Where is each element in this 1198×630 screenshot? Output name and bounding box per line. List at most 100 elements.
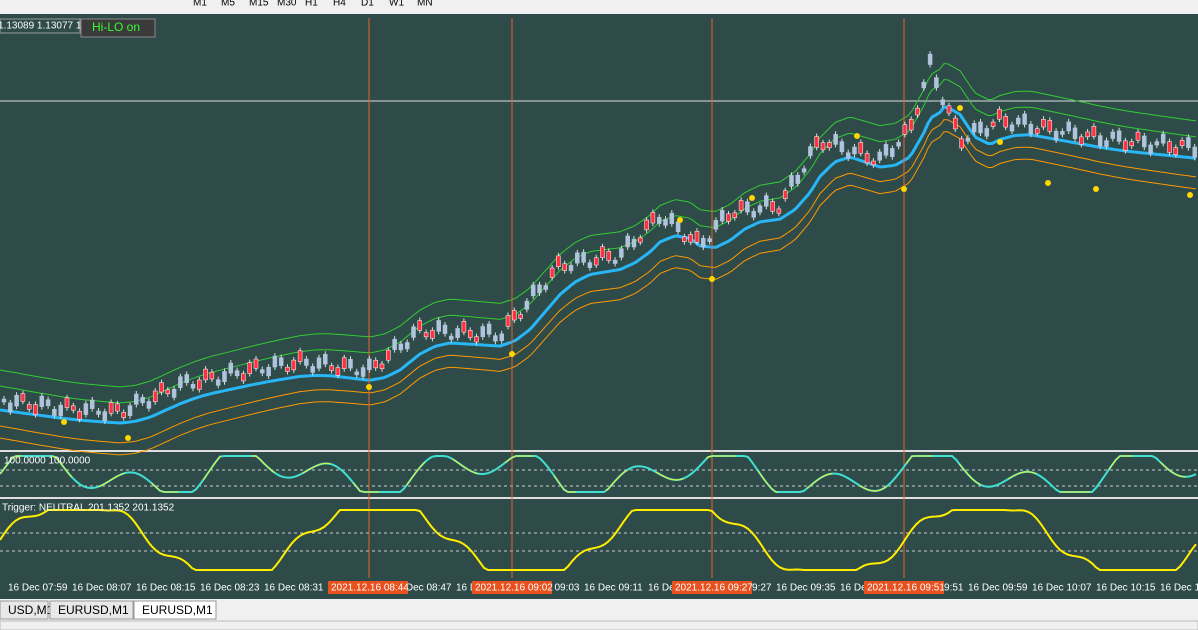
candle-body — [184, 374, 189, 384]
candle-body — [587, 262, 593, 268]
signal-dot — [1187, 192, 1193, 198]
timeframe-button[interactable]: H4 — [333, 0, 346, 9]
candle-body — [789, 175, 794, 187]
timeframe-button[interactable]: M5 — [221, 0, 235, 9]
candle-body — [108, 402, 114, 414]
plot-layer — [0, 18, 1197, 578]
candle-body — [694, 231, 700, 243]
candle-body — [58, 404, 63, 417]
candle-body — [171, 388, 177, 398]
candle-body — [152, 390, 158, 403]
candle-body — [234, 370, 240, 377]
tab[interactable] — [133, 600, 217, 620]
candle-body — [871, 160, 876, 166]
candle-body — [896, 142, 901, 147]
candle-body — [638, 237, 643, 243]
candle-body — [121, 412, 126, 418]
candle-body — [808, 146, 813, 157]
candle-body — [1041, 119, 1046, 128]
time-label: 16 Dec 09:59 — [968, 583, 1028, 594]
candle-body — [518, 314, 523, 319]
candle-body — [417, 320, 423, 331]
candle-body — [379, 363, 385, 370]
candle-body — [732, 212, 738, 218]
candle-body — [997, 109, 1002, 120]
candle-body — [612, 259, 618, 264]
candle-body — [159, 382, 164, 393]
signal-dot — [125, 435, 131, 441]
candle-body — [316, 357, 322, 369]
candle-body — [1148, 144, 1153, 154]
candle-body — [644, 219, 649, 231]
candle-body — [26, 404, 32, 410]
signal-dot — [709, 276, 715, 282]
candle-body — [688, 234, 693, 243]
candle-body — [751, 211, 756, 218]
time-label: 16 Dec 08:07 — [72, 583, 132, 594]
hilo-button[interactable] — [80, 18, 156, 38]
candle-body — [373, 360, 378, 369]
candle-body — [827, 142, 832, 149]
candle-body — [575, 252, 580, 264]
tab[interactable] — [0, 600, 49, 620]
price-header-box — [0, 18, 81, 34]
tab-label[interactable]: USD,M1 — [8, 603, 54, 617]
price-header: 1.13089 1.13077 1.13079 — [0, 21, 112, 32]
candle-body — [770, 201, 775, 212]
band-line — [0, 79, 1197, 404]
status-bar — [0, 620, 1198, 630]
timeframe-button[interactable]: M1 — [193, 0, 207, 9]
candle-body — [499, 333, 504, 341]
candle-body — [1079, 136, 1084, 145]
candle-body — [52, 408, 57, 416]
timeframe-button[interactable]: W1 — [389, 0, 404, 9]
candle-body — [934, 77, 939, 88]
candle-body — [360, 367, 366, 377]
toolbar — [0, 0, 1198, 12]
candle-body — [115, 403, 120, 412]
time-highlight-label: 2021.12.16 09:02 — [475, 583, 553, 594]
candle-body — [1135, 131, 1141, 141]
candle-body — [134, 393, 139, 405]
candle-body — [1066, 121, 1071, 132]
candle-body — [64, 397, 70, 408]
timeframe-button[interactable]: H1 — [305, 0, 318, 9]
candle-body — [165, 389, 171, 394]
tab-label[interactable]: EURUSD,M1 — [142, 603, 213, 617]
candle-body — [127, 405, 133, 417]
signal-dot — [61, 419, 67, 425]
signal-dot — [1093, 186, 1099, 192]
candle-body — [619, 248, 624, 258]
candle-body — [1116, 130, 1122, 142]
hilo-label[interactable]: Hi-LO on — [92, 20, 140, 34]
time-label: 16 Dec 10:23 — [1160, 583, 1198, 594]
timeframe-button[interactable]: MN — [417, 0, 433, 9]
tab-bar — [0, 600, 1198, 620]
candle-body — [14, 394, 19, 407]
candle-body — [606, 251, 612, 261]
time-label: 16 Dec 09:35 — [776, 583, 836, 594]
timeframe-button[interactable]: D1 — [361, 0, 374, 9]
tab-label[interactable]: EURUSD,M1 — [58, 603, 129, 617]
candle-body — [241, 373, 246, 382]
candle-body — [984, 128, 990, 137]
candle-body — [852, 146, 857, 155]
time-highlight-label: 2021.12.16 09:27 — [675, 583, 753, 594]
candle-body — [291, 359, 297, 371]
candle-body — [272, 355, 278, 368]
timeframe-button[interactable]: M15 — [249, 0, 269, 9]
time-highlight — [328, 581, 408, 594]
candle-body — [228, 362, 234, 374]
time-label: 16 Dec 08:31 — [264, 583, 324, 594]
candle-body — [1179, 140, 1185, 146]
candle-body — [1129, 141, 1134, 147]
oscillator-line — [0, 455, 1197, 493]
candle-body — [222, 371, 227, 383]
tab[interactable] — [49, 600, 134, 620]
candle-body — [467, 330, 473, 338]
candle-body — [556, 255, 561, 267]
candle-body — [1154, 141, 1160, 146]
timeframe-button[interactable]: M30 — [277, 0, 297, 9]
candle-body — [140, 396, 145, 404]
